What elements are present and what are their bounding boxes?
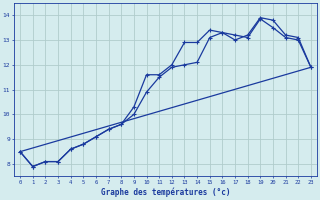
X-axis label: Graphe des températures (°c): Graphe des températures (°c)	[101, 188, 230, 197]
